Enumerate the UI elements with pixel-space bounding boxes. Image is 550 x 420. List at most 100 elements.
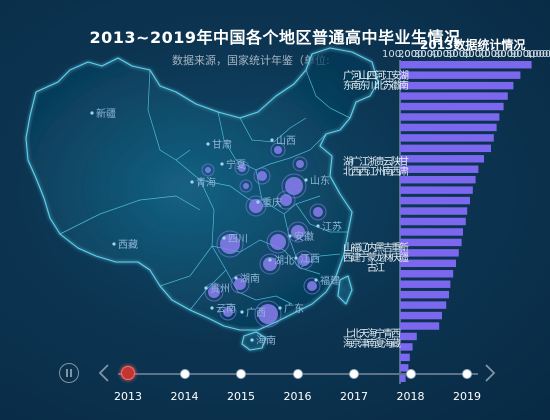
bubble[interactable] [208,286,220,298]
bar-河北[interactable] [400,102,504,111]
bubble-ring [266,230,290,254]
timeline-prev-icon[interactable] [98,363,110,383]
bubble[interactable] [223,307,233,317]
bubble-ring [281,173,307,199]
bubble-ring [216,230,244,258]
bar-x-tick-label: 800,000 [494,49,535,60]
bar-内蒙古[interactable] [400,259,456,268]
bar-西藏[interactable] [400,374,406,382]
province-label: 江苏 [322,220,342,233]
play-pause-button[interactable] [59,363,79,383]
bar-上海[interactable] [400,311,442,320]
chart-title: 2013~2019年中国各个地区普通高中毕业生情况 [89,28,461,47]
timeline-next-icon[interactable] [484,363,496,383]
province-label: 安徽 [294,230,314,243]
bar-山西[interactable] [400,228,463,236]
bar-海南[interactable] [400,343,413,351]
bar-山东[interactable] [400,81,514,90]
bubble[interactable] [307,281,317,291]
province-label: 江西 [300,253,320,265]
bar-吉林[interactable] [400,280,451,288]
bar-福建[interactable] [400,238,462,247]
province-label: 广西 [246,307,266,319]
bubble[interactable] [234,278,246,290]
bubble[interactable] [270,234,286,250]
bar-category-label: 辽宁 [357,242,369,262]
bubble[interactable] [291,225,305,239]
bar-青海[interactable] [400,364,409,372]
bar-辽宁[interactable] [400,249,459,257]
timeline-label-2016[interactable]: 2016 [283,390,312,403]
timeline-node-2019[interactable] [462,369,472,379]
timeline-label-2019[interactable]: 2019 [453,390,481,403]
bar-x-tick-label: 1,000,000 [526,49,550,60]
bar-陕西[interactable] [400,207,468,215]
timeline-label-2017[interactable]: 2017 [340,390,368,403]
timeline-label-2015[interactable]: 2015 [227,390,255,403]
bar-湖北[interactable] [400,144,491,153]
bubble-ring [254,300,282,328]
bar-宁夏[interactable] [400,353,410,362]
province-label: 青海 [196,176,216,189]
province-dot [314,278,318,282]
bubble[interactable] [257,171,267,181]
bubble-ring [234,160,250,176]
bar-河南[interactable] [400,71,521,79]
bubble[interactable] [313,207,323,217]
bar-category-label: 重庆 [389,241,401,263]
bar-重庆[interactable] [400,290,449,299]
bubble[interactable] [263,257,277,271]
bar-甘肃[interactable] [400,217,466,226]
province-label: 宁夏 [226,158,246,171]
bubble[interactable] [205,167,211,173]
bar-category-label: 江苏 [381,70,393,91]
bar-北京[interactable] [400,322,440,330]
bubble-ring [270,142,286,158]
bubble[interactable] [285,177,303,195]
bar-x-tick-label: 900,000 [510,49,550,60]
chart-subtitle: 数据来源，国家统计年鉴（单位: [172,54,330,67]
province-dot [204,286,208,290]
bubble[interactable] [258,304,278,324]
timeline-label-2014[interactable]: 2014 [170,390,199,403]
bar-贵州[interactable] [400,186,473,194]
timeline-node-2016[interactable] [292,369,303,379]
bar-广西[interactable] [400,155,484,163]
bar-广东[interactable] [400,61,532,69]
bubble[interactable] [243,183,249,189]
bar-四川[interactable] [400,92,508,100]
province-dot [304,178,308,182]
province-label: 海南 [256,334,276,347]
timeline-node-2013[interactable] [121,366,135,380]
timeline-node-2018[interactable] [405,369,416,379]
bar-黑龙江[interactable] [400,270,454,278]
bar-云南[interactable] [400,196,470,205]
bar-安徽[interactable] [400,123,497,132]
bar-浙江[interactable] [400,175,476,184]
bubble[interactable] [298,254,310,266]
province-dot [112,242,116,246]
bubble-ring [230,274,250,294]
bar-新疆[interactable] [400,301,447,309]
province-label: 福建 [320,274,340,287]
bar-天津[interactable] [400,332,417,341]
bar-江苏[interactable] [400,113,500,121]
province-dot [190,180,194,184]
bar-category-label: 四川 [365,70,377,90]
bubble[interactable] [238,164,246,172]
bubble[interactable] [280,194,292,206]
timeline-node-2015[interactable] [236,369,246,379]
bar-湖南[interactable] [400,134,494,142]
bubble[interactable] [296,160,304,168]
timeline-node-2014[interactable] [179,369,190,379]
bar-江西[interactable] [400,165,479,173]
timeline-label-2013[interactable]: 2013 [114,390,142,403]
bar-category-label: 吉林 [381,242,393,263]
timeline-node-2017[interactable] [349,369,359,379]
timeline-label-2018[interactable]: 2018 [396,390,425,403]
bubble-ring [201,163,215,177]
bubble[interactable] [274,146,282,154]
bar-category-label: 宁夏 [373,327,385,348]
